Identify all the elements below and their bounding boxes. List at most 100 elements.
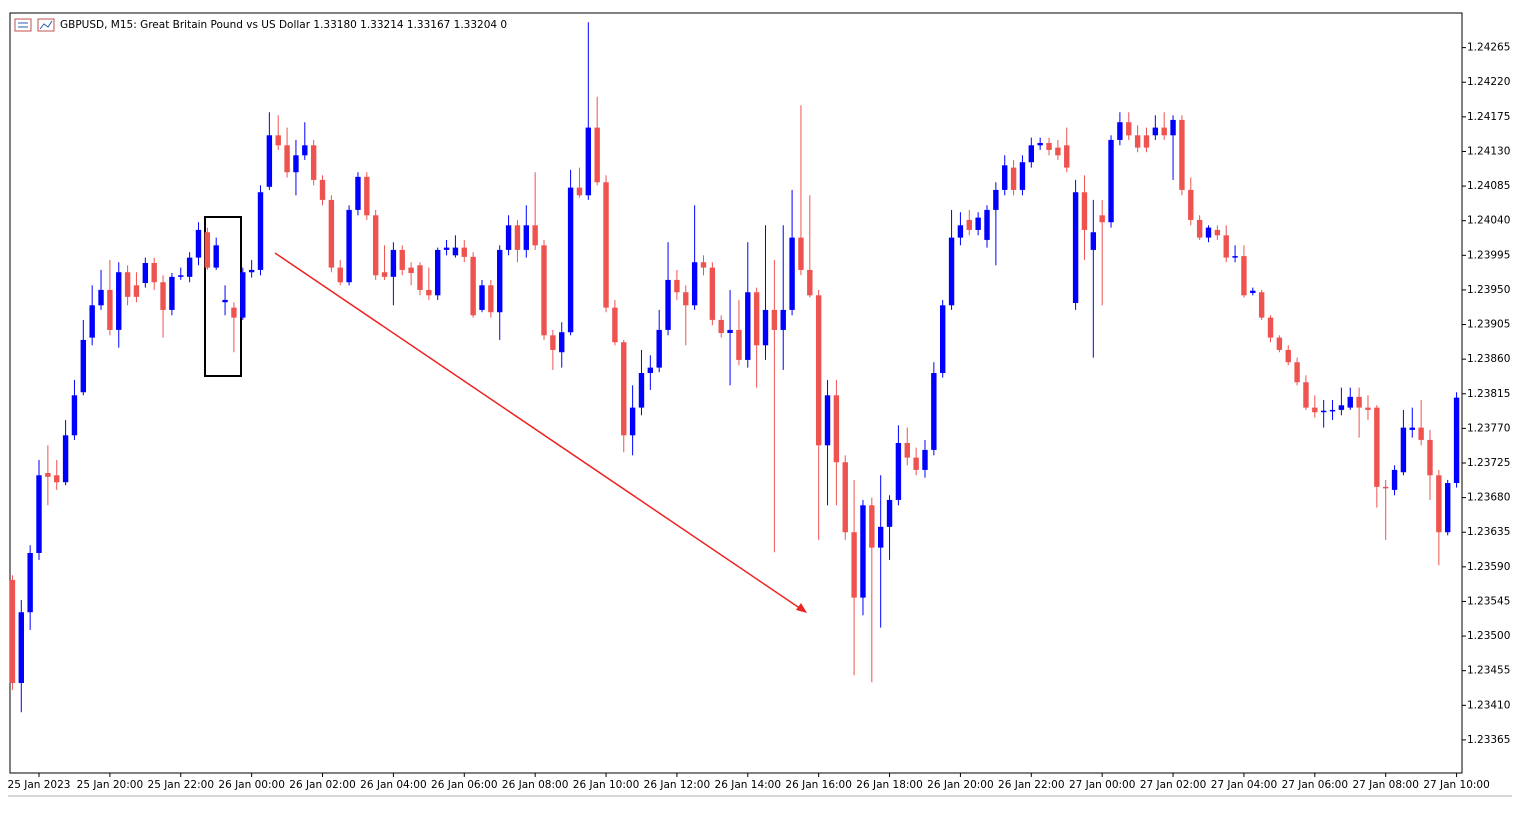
candle-body bbox=[594, 127, 600, 183]
candle-body bbox=[842, 462, 848, 533]
candle-body bbox=[824, 395, 831, 446]
x-tick-label: 26 Jan 12:00 bbox=[644, 779, 710, 791]
candle-body bbox=[1250, 290, 1256, 293]
x-tick-label: 27 Jan 00:00 bbox=[1069, 779, 1135, 791]
candle-body bbox=[142, 263, 149, 283]
candle-body bbox=[709, 267, 716, 320]
candle-body bbox=[275, 135, 281, 146]
candle-body bbox=[895, 443, 902, 500]
candle-body bbox=[98, 289, 104, 306]
candle-body bbox=[1046, 143, 1052, 150]
y-tick-label: 1.24130 bbox=[1467, 145, 1510, 157]
candle-body bbox=[178, 275, 184, 277]
candle-body bbox=[638, 373, 645, 408]
candle-body bbox=[798, 237, 804, 270]
candle-body bbox=[54, 475, 60, 483]
candle-body bbox=[1338, 405, 1345, 410]
candle-body bbox=[390, 249, 397, 277]
y-tick-label: 1.24085 bbox=[1467, 180, 1510, 192]
x-tick-label: 25 Jan 22:00 bbox=[148, 779, 214, 791]
y-tick-label: 1.24175 bbox=[1467, 111, 1510, 123]
candle-body bbox=[1223, 235, 1229, 258]
candle-body bbox=[434, 249, 441, 296]
candle-body bbox=[975, 217, 981, 230]
candle-body bbox=[904, 443, 910, 458]
candle-body bbox=[567, 187, 574, 333]
candle-body bbox=[124, 272, 131, 297]
candle-body bbox=[780, 309, 786, 330]
y-tick-label: 1.23815 bbox=[1467, 388, 1510, 400]
y-tick-label: 1.23455 bbox=[1467, 665, 1510, 677]
candle-body bbox=[957, 225, 964, 238]
candle-body bbox=[860, 505, 866, 598]
candle-body bbox=[1391, 469, 1398, 490]
candle-body bbox=[186, 257, 193, 277]
candle-body bbox=[745, 292, 751, 360]
trend-arrow bbox=[274, 252, 802, 610]
candle-body bbox=[532, 225, 538, 246]
candle-body bbox=[426, 289, 432, 296]
candle-body bbox=[966, 219, 972, 230]
candle-body bbox=[204, 232, 211, 268]
candle-body bbox=[700, 262, 707, 268]
candle-body bbox=[683, 292, 689, 306]
candle-body bbox=[461, 247, 467, 257]
candle-body bbox=[319, 179, 326, 200]
candle-body bbox=[1445, 483, 1451, 533]
candle-body bbox=[1134, 135, 1141, 148]
y-tick-label: 1.24265 bbox=[1467, 42, 1510, 54]
candle-body bbox=[1453, 397, 1460, 483]
candle-body bbox=[328, 199, 335, 268]
menu-icon[interactable] bbox=[14, 18, 32, 32]
candle-body bbox=[1258, 292, 1265, 318]
candle-body bbox=[1436, 475, 1442, 533]
candle-body bbox=[452, 247, 459, 256]
plot-frame bbox=[9, 12, 1463, 774]
candle-body bbox=[541, 245, 547, 336]
y-tick-label: 1.23950 bbox=[1467, 284, 1510, 296]
chart-title: GBPUSD, M15: Great Britain Pound vs US D… bbox=[60, 19, 507, 31]
candle-body bbox=[1329, 409, 1336, 412]
candle-body bbox=[9, 579, 16, 683]
x-tick-label: 26 Jan 20:00 bbox=[927, 779, 993, 791]
x-tick-label: 27 Jan 08:00 bbox=[1352, 779, 1418, 791]
candle-body bbox=[310, 145, 317, 180]
y-tick-label: 1.23905 bbox=[1467, 319, 1510, 331]
candle-body bbox=[62, 435, 69, 483]
candle-body bbox=[479, 285, 485, 310]
candle-body bbox=[1002, 165, 1008, 190]
x-tick-label: 27 Jan 06:00 bbox=[1282, 779, 1348, 791]
trend-arrow-head bbox=[796, 603, 807, 613]
y-tick-label: 1.23770 bbox=[1467, 422, 1510, 434]
candle-body bbox=[869, 505, 875, 548]
candle-body bbox=[1365, 407, 1371, 410]
candle-body bbox=[629, 407, 636, 436]
candle-body bbox=[807, 269, 813, 296]
candle-body bbox=[1188, 189, 1194, 220]
candle-body bbox=[337, 267, 343, 283]
candle-body bbox=[133, 285, 140, 297]
y-tick-label: 1.23995 bbox=[1467, 249, 1510, 261]
candle-body bbox=[674, 279, 680, 293]
x-tick-label: 26 Jan 06:00 bbox=[431, 779, 497, 791]
candle-body bbox=[505, 225, 512, 250]
candle-body bbox=[1285, 349, 1291, 363]
candle-body bbox=[213, 245, 219, 268]
candle-body bbox=[151, 263, 157, 283]
candle-body bbox=[45, 473, 51, 477]
candle-body bbox=[514, 225, 521, 250]
candle-body bbox=[160, 282, 166, 310]
candle-body bbox=[877, 526, 884, 548]
candle-body bbox=[18, 612, 24, 683]
annotations bbox=[274, 252, 807, 613]
candle-body bbox=[1320, 410, 1327, 413]
candle-body bbox=[948, 237, 955, 306]
x-tick-label: 26 Jan 22:00 bbox=[998, 779, 1064, 791]
candle-body bbox=[222, 299, 228, 303]
candle-body bbox=[1294, 362, 1300, 383]
candle-body bbox=[1205, 227, 1212, 238]
candle-body bbox=[1196, 219, 1203, 238]
candle-body bbox=[621, 342, 627, 436]
